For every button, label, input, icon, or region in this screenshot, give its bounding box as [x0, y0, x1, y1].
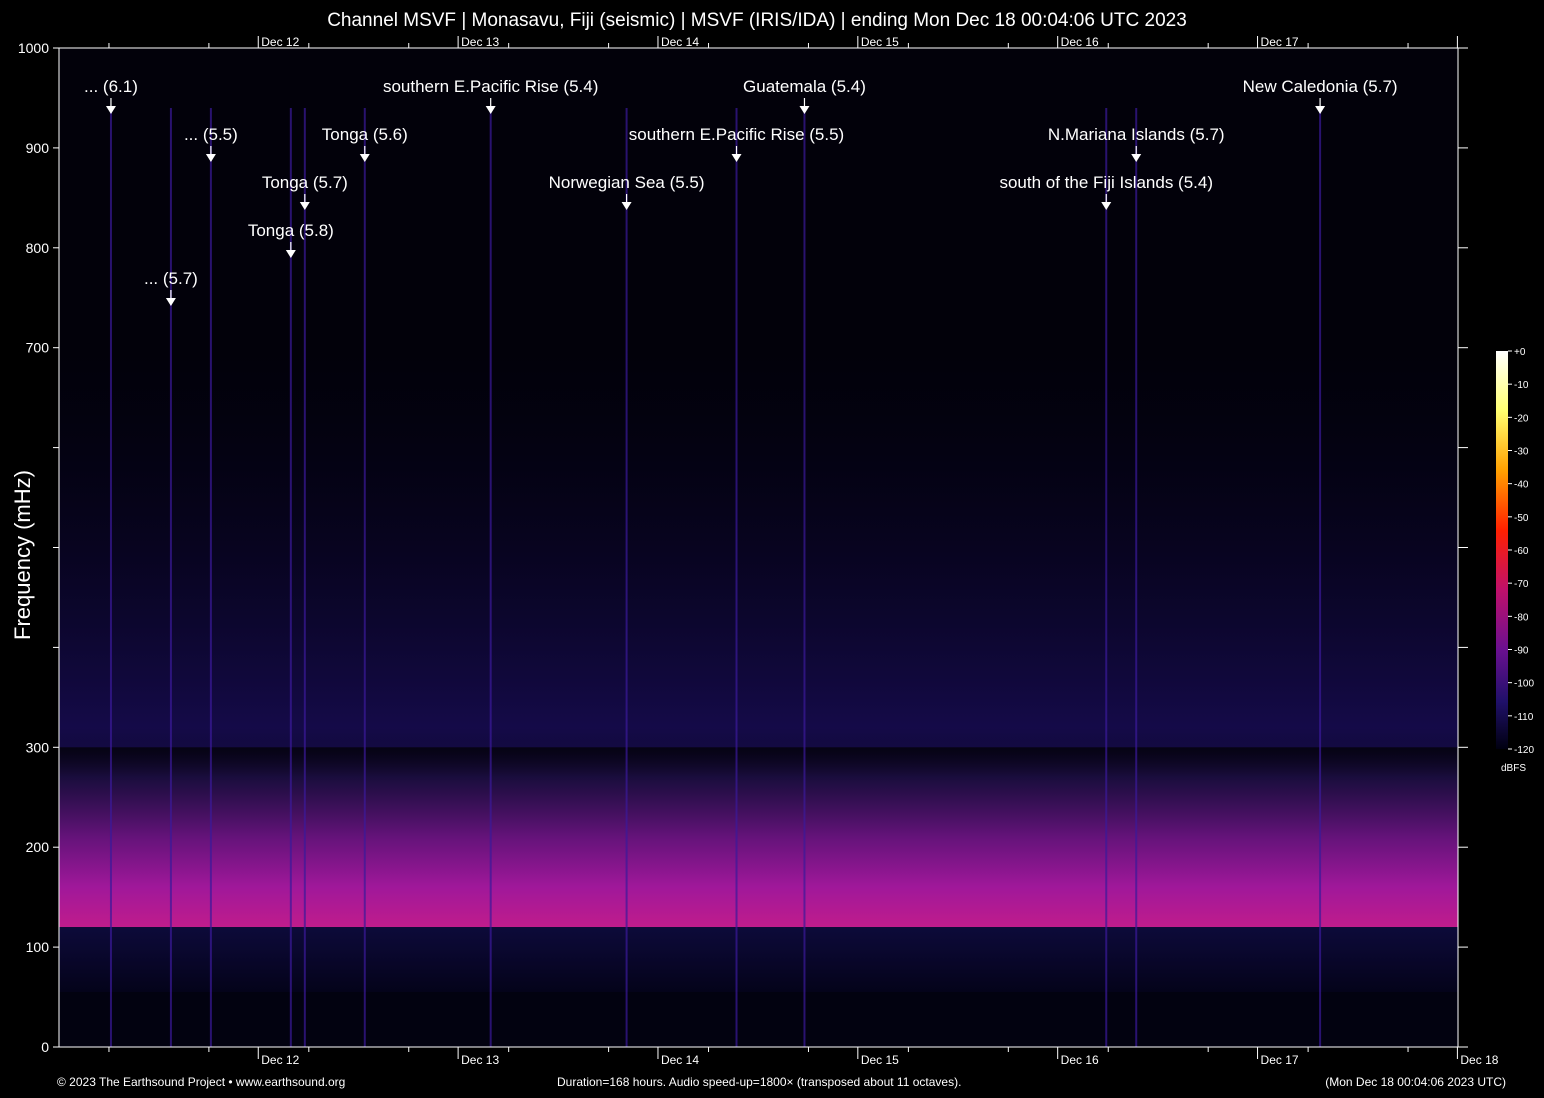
colorbar-tick-label: -40 — [1514, 480, 1529, 491]
x-tick-label: Dec 15 — [861, 1053, 899, 1067]
colorbar-tick-label: -100 — [1514, 679, 1534, 690]
event-label: Tonga (5.7) — [262, 173, 348, 192]
event-label: ... (5.5) — [184, 125, 238, 144]
event-arrow-head — [1101, 202, 1112, 210]
event-arrow-head — [205, 154, 216, 162]
colorbar-tick-label: +0 — [1514, 347, 1526, 358]
low-frequency-band — [59, 927, 1458, 993]
y-tick-label: 100 — [26, 939, 50, 955]
event-arrow-head — [621, 202, 632, 210]
y-tick-label: 800 — [26, 240, 50, 256]
x-tick-label: Dec 18 — [1460, 1053, 1498, 1067]
event-label: Norwegian Sea (5.5) — [549, 173, 705, 192]
colorbar-tick-label: -30 — [1514, 447, 1529, 458]
x-tick-label-top: Dec 15 — [861, 35, 899, 49]
colorbar-tick-label: -110 — [1514, 712, 1534, 723]
x-tick-label: Dec 14 — [661, 1053, 699, 1067]
event-label: ... (6.1) — [84, 77, 138, 96]
x-tick-label-top: Dec 14 — [661, 35, 699, 49]
event-label: N.Mariana Islands (5.7) — [1048, 125, 1225, 144]
event-label: Tonga (5.8) — [248, 221, 334, 240]
lowest-band — [59, 992, 1458, 1047]
colorbar-tick-label: -90 — [1514, 646, 1529, 657]
x-tick-label: Dec 13 — [461, 1053, 499, 1067]
colorbar — [1496, 351, 1508, 749]
footer-timestamp: (Mon Dec 18 00:04:06 2023 UTC) — [1325, 1075, 1506, 1089]
event-label: southern E.Pacific Rise (5.4) — [383, 77, 598, 96]
event-label: Guatemala (5.4) — [743, 77, 866, 96]
x-tick-label-top: Dec 13 — [461, 35, 499, 49]
x-tick-label: Dec 16 — [1061, 1053, 1099, 1067]
event-label: Tonga (5.6) — [322, 125, 408, 144]
event-arrow-head — [731, 154, 742, 162]
event-arrow-head — [285, 250, 296, 258]
event-arrow-head — [1315, 106, 1326, 114]
event-arrow-head — [799, 106, 810, 114]
chart-title: Channel MSVF | Monasavu, Fiji (seismic) … — [327, 10, 1187, 31]
event-arrow-head — [105, 106, 116, 114]
event-arrow-head — [1131, 154, 1142, 162]
colorbar-label: dBFS — [1501, 763, 1526, 774]
colorbar-tick-label: -50 — [1514, 513, 1529, 524]
event-label: southern E.Pacific Rise (5.5) — [629, 125, 844, 144]
y-tick-label: 0 — [41, 1039, 49, 1055]
y-tick-label: 300 — [26, 739, 50, 755]
colorbar-tick-label: -70 — [1514, 579, 1529, 590]
event-arrow-head — [485, 106, 496, 114]
noise-band — [59, 727, 1458, 928]
colorbar-tick-label: -60 — [1514, 546, 1529, 557]
y-tick-label: 1000 — [18, 40, 49, 56]
footer-duration: Duration=168 hours. Audio speed-up=1800×… — [557, 1075, 962, 1089]
y-tick-label: 200 — [26, 839, 50, 855]
background-noise — [59, 347, 1458, 748]
x-tick-label-top: Dec 16 — [1061, 35, 1099, 49]
y-tick-label: 900 — [26, 140, 50, 156]
event-arrow-head — [359, 154, 370, 162]
event-arrow-head — [165, 298, 176, 306]
event-label: south of the Fiji Islands (5.4) — [999, 173, 1213, 192]
y-tick-label: 700 — [26, 340, 50, 356]
colorbar-tick-label: -20 — [1514, 413, 1529, 424]
x-tick-label: Dec 17 — [1261, 1053, 1299, 1067]
event-arrow-head — [299, 202, 310, 210]
colorbar-tick-label: -120 — [1514, 745, 1534, 756]
x-tick-label-top: Dec 17 — [1261, 35, 1299, 49]
event-label: New Caledonia (5.7) — [1243, 77, 1398, 96]
x-tick-label-top: Dec 12 — [261, 35, 299, 49]
event-label: ... (5.7) — [144, 269, 198, 288]
x-tick-label: Dec 12 — [261, 1053, 299, 1067]
colorbar-tick-label: -10 — [1514, 380, 1529, 391]
colorbar-tick-label: -80 — [1514, 612, 1529, 623]
footer-copyright: © 2023 The Earthsound Project • www.eart… — [57, 1075, 346, 1089]
